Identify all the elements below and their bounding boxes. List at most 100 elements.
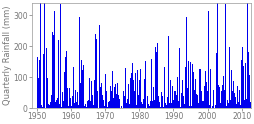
Bar <box>249 102 250 108</box>
Bar <box>204 69 205 108</box>
Bar <box>224 4 225 108</box>
Bar <box>229 100 230 108</box>
Bar <box>221 90 223 108</box>
Bar <box>190 106 191 108</box>
Bar <box>64 72 65 108</box>
Bar <box>44 3 45 108</box>
Bar <box>176 106 177 108</box>
Bar <box>50 102 51 108</box>
Bar <box>139 69 140 108</box>
Bar <box>38 78 39 108</box>
Bar <box>225 106 226 108</box>
Bar <box>87 101 88 108</box>
Bar <box>130 78 131 108</box>
Bar <box>241 47 242 108</box>
Bar <box>86 107 87 108</box>
Bar <box>63 101 64 108</box>
Bar <box>136 105 137 108</box>
Bar <box>125 67 126 108</box>
Bar <box>175 95 176 108</box>
Bar <box>168 103 169 108</box>
Bar <box>210 92 211 108</box>
Bar <box>116 83 117 108</box>
Bar <box>237 102 238 108</box>
Bar <box>154 47 155 108</box>
Bar <box>97 91 98 108</box>
Bar <box>198 106 199 108</box>
Bar <box>100 86 101 108</box>
Bar <box>113 98 114 108</box>
Bar <box>211 106 212 108</box>
Bar <box>66 80 67 108</box>
Bar <box>154 100 155 108</box>
Bar <box>127 84 128 108</box>
Bar <box>57 98 58 108</box>
Bar <box>85 104 86 108</box>
Bar <box>118 95 119 108</box>
Bar <box>138 80 139 108</box>
Bar <box>108 102 109 108</box>
Bar <box>202 101 203 108</box>
Bar <box>84 107 85 108</box>
Bar <box>146 96 147 108</box>
Bar <box>115 94 116 108</box>
Bar <box>181 89 182 108</box>
Bar <box>137 95 138 108</box>
Bar <box>199 69 200 108</box>
Bar <box>112 97 113 108</box>
Bar <box>194 79 195 108</box>
Bar <box>128 104 129 108</box>
Bar <box>141 106 142 108</box>
Bar <box>73 67 74 108</box>
Bar <box>199 69 200 108</box>
Bar <box>147 99 148 108</box>
Bar <box>245 99 246 108</box>
Bar <box>58 104 59 108</box>
Bar <box>107 107 108 108</box>
Bar <box>232 81 233 108</box>
Bar <box>142 104 143 108</box>
Bar <box>80 83 81 108</box>
Bar <box>206 91 207 108</box>
Bar <box>223 90 224 108</box>
Bar <box>218 87 219 108</box>
Bar <box>205 82 207 108</box>
Bar <box>162 107 163 108</box>
Bar <box>91 81 92 108</box>
Bar <box>194 90 195 108</box>
Bar <box>208 105 209 108</box>
Bar <box>156 43 157 108</box>
Bar <box>117 96 118 108</box>
Bar <box>177 77 178 108</box>
Bar <box>178 48 179 108</box>
Bar <box>68 106 69 108</box>
Bar <box>105 91 106 108</box>
Bar <box>124 96 125 108</box>
Bar <box>171 86 172 108</box>
Bar <box>207 11 208 108</box>
Bar <box>183 104 184 108</box>
Bar <box>172 100 173 108</box>
Bar <box>219 103 220 108</box>
Bar <box>150 59 151 108</box>
Bar <box>37 57 38 108</box>
Bar <box>221 85 222 108</box>
Bar <box>158 102 159 108</box>
Bar <box>159 102 160 108</box>
Bar <box>94 107 95 108</box>
Bar <box>160 107 161 108</box>
Bar <box>179 107 180 108</box>
Bar <box>161 96 162 108</box>
Bar <box>92 95 93 108</box>
Bar <box>123 102 124 108</box>
Bar <box>217 85 218 108</box>
Bar <box>248 75 249 108</box>
Bar <box>60 4 61 108</box>
Bar <box>201 101 202 108</box>
Bar <box>197 103 198 108</box>
Bar <box>144 79 145 108</box>
Bar <box>110 91 111 108</box>
Bar <box>77 95 78 108</box>
Bar <box>109 86 110 108</box>
Bar <box>226 100 227 108</box>
